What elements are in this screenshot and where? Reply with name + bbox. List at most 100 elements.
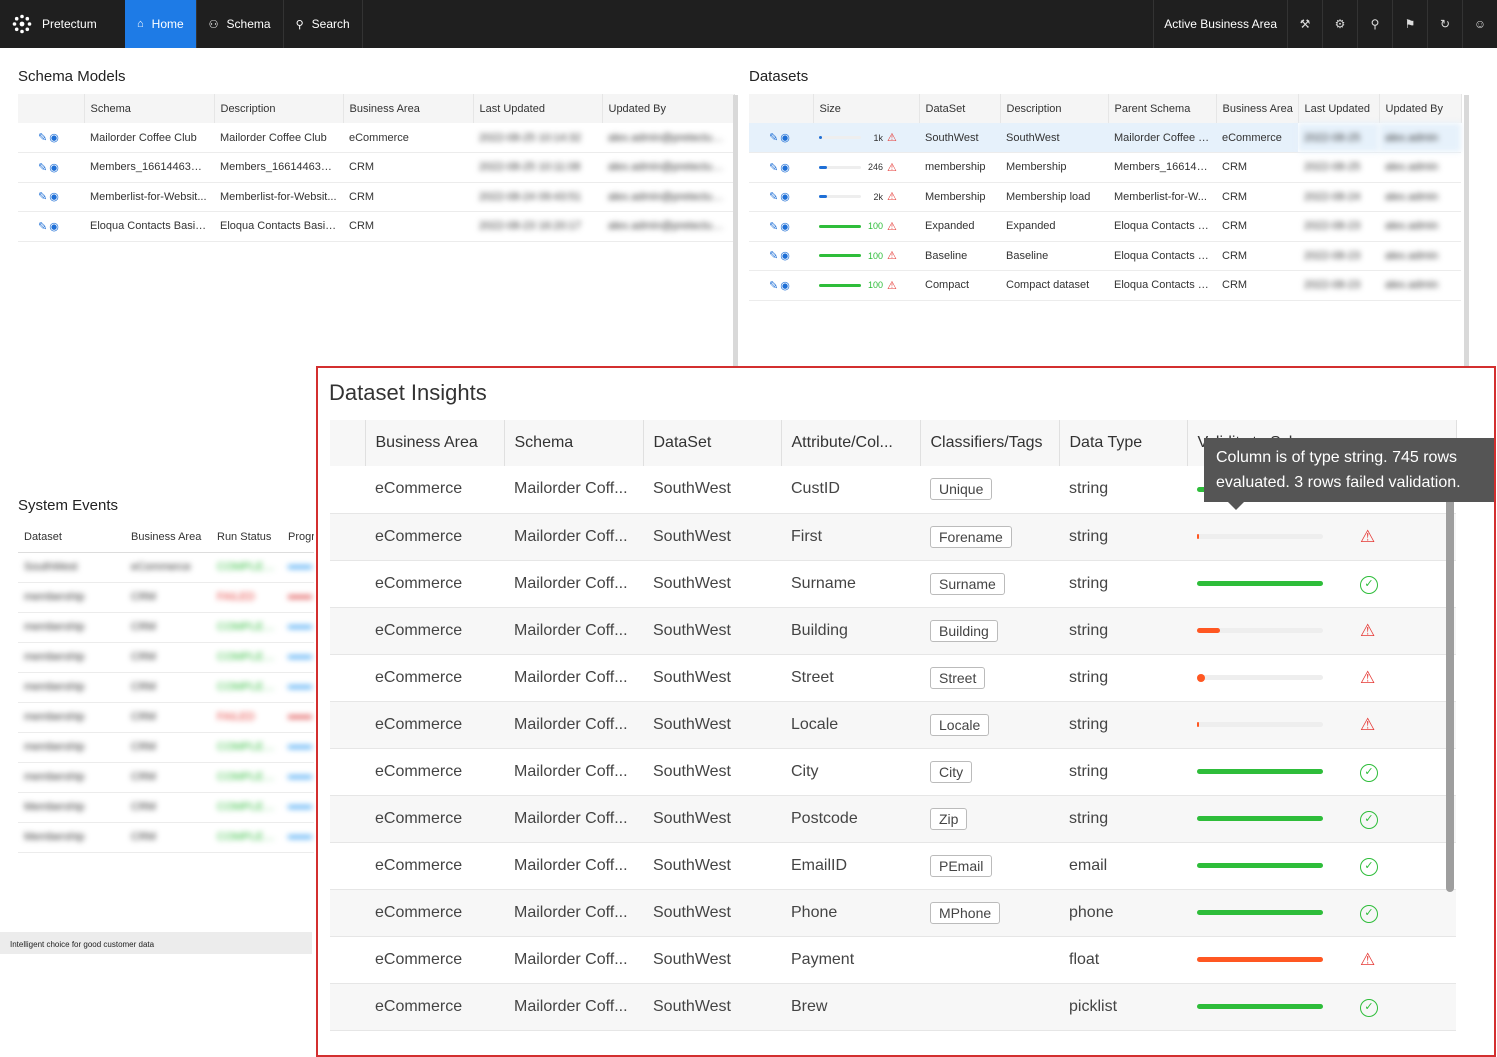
active-business-area[interactable]: Active Business Area (1153, 0, 1287, 48)
insight-validity[interactable] (1187, 513, 1330, 561)
classifier-tag[interactable]: Forename (930, 525, 1012, 548)
validity-bar[interactable] (1197, 910, 1323, 915)
validity-bar[interactable] (1197, 816, 1323, 821)
view-icon[interactable]: ◉ (49, 220, 61, 233)
table-row[interactable]: ✎◉ Memberlist-for-Websit... Memberlist-for… (18, 182, 734, 212)
col-attribute[interactable]: Attribute/Col... (781, 420, 921, 466)
col-business-area[interactable]: Business Area (125, 523, 211, 553)
classifier-tag[interactable]: Locale (930, 713, 990, 736)
col-business-area[interactable]: Business Area (365, 420, 505, 466)
validity-bar[interactable] (1197, 1004, 1323, 1009)
edit-icon[interactable]: ✎ (38, 132, 50, 144)
view-icon[interactable]: ◉ (49, 191, 61, 204)
insight-validity[interactable] (1187, 936, 1330, 984)
insight-validity[interactable] (1187, 889, 1330, 937)
tools-icon[interactable]: ⚒ (1287, 0, 1322, 48)
col-updated-by[interactable]: Updated By (1379, 94, 1462, 123)
edit-icon[interactable]: ✎ (769, 161, 781, 174)
insight-validity[interactable] (1187, 795, 1330, 843)
table-row[interactable]: eCommerce Mailorder Coff... SouthWest Phone… (330, 889, 1457, 937)
view-icon[interactable]: ◉ (780, 191, 792, 204)
col-dataset[interactable]: DataSet (643, 420, 782, 466)
table-row[interactable]: membership CRM COMPLETED (18, 642, 314, 673)
col-schema[interactable]: Schema (84, 94, 215, 123)
col-business-area[interactable]: Business Area (1216, 94, 1299, 123)
table-row[interactable]: eCommerce Mailorder Coff... SouthWest Brew p… (330, 983, 1457, 1031)
classifier-tag[interactable]: Surname (930, 572, 1005, 595)
tab-schema[interactable]: ⚇ Schema (197, 0, 284, 48)
col-schema[interactable]: Schema (504, 420, 644, 466)
classifier-tag[interactable]: City (930, 760, 973, 783)
tab-home[interactable]: ⌂ Home (125, 0, 197, 48)
table-row[interactable]: ✎◉ 246 ⚠ membership Membership Members_166144… (749, 152, 1461, 183)
col-dataset[interactable]: DataSet (919, 94, 1001, 123)
classifier-tag[interactable]: Unique (930, 478, 993, 501)
table-row[interactable]: eCommerce Mailorder Coff... SouthWest First… (330, 513, 1457, 561)
validity-bar[interactable] (1197, 863, 1323, 868)
brand[interactable]: Pretectum (0, 0, 125, 48)
table-row[interactable]: membership CRM COMPLETED (18, 612, 314, 643)
insight-validity[interactable] (1187, 842, 1330, 890)
check-circle-icon[interactable]: ✓ (1360, 904, 1378, 923)
col-business-area[interactable]: Business Area (343, 94, 474, 123)
warning-icon[interactable]: ⚠ (887, 161, 897, 174)
view-icon[interactable]: ◉ (780, 132, 792, 144)
view-icon[interactable]: ◉ (49, 132, 61, 144)
table-row[interactable]: ✎◉ 100 ⚠ Compact Compact dataset Eloqua Conta… (749, 270, 1461, 301)
insight-validity[interactable] (1187, 560, 1330, 608)
table-row[interactable]: eCommerce Mailorder Coff... SouthWest Build… (330, 607, 1457, 655)
table-row[interactable]: ✎◉ 100 ⚠ Expanded Expanded Eloqua Contacts B.… (749, 211, 1461, 242)
edit-icon[interactable]: ✎ (769, 191, 781, 204)
warning-icon[interactable]: ⚠ (1360, 949, 1376, 969)
warning-icon[interactable]: ⚠ (1360, 714, 1376, 734)
col-description[interactable]: Description (214, 94, 344, 123)
table-row[interactable]: eCommerce Mailorder Coff... SouthWest Payme… (330, 936, 1457, 984)
edit-icon[interactable]: ✎ (38, 191, 50, 204)
col-data-type[interactable]: Data Type (1059, 420, 1188, 466)
validity-bar[interactable] (1197, 722, 1323, 727)
validity-bar[interactable] (1197, 673, 1323, 682)
col-dataset[interactable]: Dataset (18, 523, 125, 553)
table-row[interactable]: SouthWest eCommerce COMPLETED (18, 552, 314, 583)
warning-icon[interactable]: ⚠ (887, 279, 897, 292)
insight-validity[interactable] (1187, 748, 1330, 796)
table-row[interactable]: membership CRM FAILED (18, 582, 314, 613)
view-icon[interactable]: ◉ (780, 220, 792, 233)
warning-icon[interactable]: ⚠ (887, 220, 897, 233)
insight-validity[interactable] (1187, 607, 1330, 655)
col-classifiers[interactable]: Classifiers/Tags (920, 420, 1060, 466)
validity-bar[interactable] (1197, 534, 1323, 539)
warning-icon[interactable]: ⚠ (1360, 526, 1376, 546)
table-row[interactable]: Membership CRM COMPLETED (18, 822, 314, 853)
validity-bar[interactable] (1197, 581, 1323, 586)
check-circle-icon[interactable]: ✓ (1360, 998, 1378, 1017)
view-icon[interactable]: ◉ (780, 279, 792, 292)
table-row[interactable]: eCommerce Mailorder Coff... SouthWest Stree… (330, 654, 1457, 702)
edit-icon[interactable]: ✎ (38, 161, 50, 174)
settings-icon[interactable]: ⚙ (1322, 0, 1357, 48)
col-last-updated[interactable]: Last Updated (1298, 94, 1380, 123)
col-last-updated[interactable]: Last Updated (473, 94, 603, 123)
warning-icon[interactable]: ⚠ (1360, 620, 1376, 640)
view-icon[interactable]: ◉ (49, 161, 61, 174)
validity-bar[interactable] (1197, 628, 1323, 633)
edit-icon[interactable]: ✎ (769, 132, 781, 144)
col-updated-by[interactable]: Updated By (602, 94, 735, 123)
wrench-icon[interactable]: ⚑ (1392, 0, 1427, 48)
table-row[interactable]: membership CRM COMPLETED (18, 762, 314, 793)
edit-icon[interactable]: ✎ (38, 220, 50, 233)
warning-icon[interactable]: ⚠ (887, 250, 897, 263)
table-row[interactable]: ✎◉ 100 ⚠ Baseline Baseline Eloqua Contacts B.… (749, 241, 1461, 271)
check-circle-icon[interactable]: ✓ (1360, 763, 1378, 782)
col-description[interactable]: Description (1000, 94, 1109, 123)
search-icon[interactable]: ⚲ (1357, 0, 1392, 48)
table-row[interactable]: eCommerce Mailorder Coff... SouthWest Local… (330, 701, 1457, 749)
table-row[interactable]: eCommerce Mailorder Coff... SouthWest Email… (330, 842, 1457, 890)
user-icon[interactable]: ☺ (1462, 0, 1497, 48)
table-row[interactable]: eCommerce Mailorder Coff... SouthWest Surna… (330, 560, 1457, 608)
refresh-icon[interactable]: ↻ (1427, 0, 1462, 48)
table-row[interactable]: eCommerce Mailorder Coff... SouthWest Postc… (330, 795, 1457, 843)
schema-scrollbar[interactable] (733, 95, 738, 367)
edit-icon[interactable]: ✎ (769, 220, 781, 233)
col-size[interactable]: Size (813, 94, 920, 123)
